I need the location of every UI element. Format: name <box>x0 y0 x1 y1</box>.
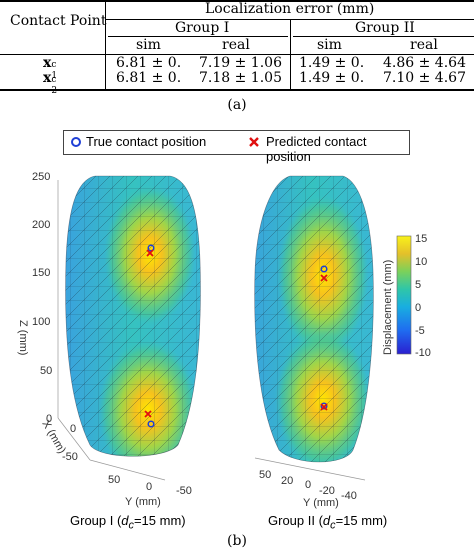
table-bottom-rule <box>0 89 474 91</box>
predicted-position-icon <box>249 137 259 147</box>
left-y-tick-50: 50 <box>108 474 120 486</box>
colorbar-tick-15: 15 <box>415 233 427 245</box>
row-1-g2-sim: 1.49 ± 0. <box>299 55 365 71</box>
row-2-label-base: x <box>43 70 52 86</box>
left-z-tick-100: 100 <box>32 316 50 328</box>
displacement-colorbar: 15 10 5 0 -5 -10 Displacement (mm) <box>382 233 431 359</box>
colorbar-label: Displacement (mm) <box>382 260 394 355</box>
right-panel-caption: Group II (dc=15 mm) <box>268 513 387 532</box>
colorbar-tick-10: 10 <box>415 256 427 268</box>
row-1-label-sub: 1 <box>51 71 58 81</box>
group1-underline <box>108 36 288 37</box>
left-z-tick-200: 200 <box>32 219 50 231</box>
row-1-label-sup: c <box>51 60 57 70</box>
header-localization-error: Localization error (mm) <box>205 1 375 17</box>
header-group-1: Group I <box>175 20 230 36</box>
right-body-outline <box>254 175 374 463</box>
header-underline <box>106 19 474 20</box>
caption-a: (a) <box>227 97 247 113</box>
group2-underline <box>293 36 474 37</box>
right-y-tick-neg20: -20 <box>319 485 335 497</box>
right-y-tick-neg40: -40 <box>341 490 357 502</box>
row-2-label-sup: c <box>51 75 57 85</box>
right-caption-var: d <box>322 513 331 528</box>
left-z-tick-250: 250 <box>32 171 50 183</box>
right-mesh-body <box>254 176 374 462</box>
left-caption-pre: Group I ( <box>70 513 122 528</box>
left-y-tick-0: 0 <box>146 481 152 493</box>
caption-b: (b) <box>227 533 247 549</box>
right-y-tick-20: 20 <box>281 475 293 487</box>
header-g1-real: real <box>222 37 250 53</box>
row-1-label-base: x <box>43 55 52 71</box>
right-y-label: Y (mm) <box>303 497 339 509</box>
right-caption-pre: Group II ( <box>268 513 323 528</box>
true-position-icon <box>71 137 81 147</box>
colorbar-tick-neg5: -5 <box>415 325 425 337</box>
left-body-outline <box>65 175 201 457</box>
left-panel-caption: Group I (dc=15 mm) <box>70 513 186 532</box>
colorbar-tick-neg10: -10 <box>415 347 431 359</box>
right-pred-marker-1 <box>320 274 328 282</box>
row-2-g2-sim: 1.49 ± 0. <box>299 70 365 86</box>
row-1-g1-sim: 6.81 ± 0. <box>116 55 182 71</box>
legend-pred-label: Predicted contact position <box>266 134 367 164</box>
left-y-tick-neg50: -50 <box>176 485 192 497</box>
row-2-label-sub: 2 <box>51 86 58 96</box>
table-vline-1 <box>105 0 106 90</box>
left-pred-marker-1 <box>146 249 154 257</box>
row-1-g1-real: 7.19 ± 1.06 <box>199 55 282 71</box>
left-caption-var: d <box>121 513 129 528</box>
left-true-marker-2 <box>147 420 155 428</box>
header-g2-real: real <box>410 37 438 53</box>
header-g1-sim: sim <box>136 37 161 53</box>
table-mid-rule <box>0 54 474 55</box>
right-y-tick-0: 0 <box>305 479 311 491</box>
colorbar-tick-5: 5 <box>415 279 421 291</box>
left-caption-post: =15 mm) <box>133 513 186 528</box>
colorbar-tick-0: 0 <box>415 302 421 314</box>
row-1-g2-real: 4.86 ± 4.64 <box>383 55 466 71</box>
left-z-tick-150: 150 <box>32 267 50 279</box>
left-caption-sub: c <box>128 519 134 532</box>
right-3d-plot: 50 20 0 -20 -40 Y (mm) <box>254 175 374 509</box>
row-2-g2-real: 7.10 ± 4.67 <box>383 70 466 86</box>
right-true-marker-2 <box>320 402 328 410</box>
left-z-tick-0: 0 <box>46 413 52 425</box>
header-group-2: Group II <box>355 20 415 36</box>
right-true-marker-1 <box>320 265 328 273</box>
row-2-g1-sim: 6.81 ± 0. <box>116 70 182 86</box>
left-x-label: X (mm) <box>39 419 67 456</box>
legend-true-label: True contact position <box>86 134 207 149</box>
right-y-axis <box>254 457 366 481</box>
right-caption-sub: c <box>330 519 336 532</box>
left-z-axis <box>57 180 166 481</box>
left-x-tick-0: 0 <box>70 423 76 435</box>
left-3d-plot: 250 200 150 100 50 0 Z (mm) 0 -50 X (mm)… <box>17 171 201 508</box>
table-vline-2 <box>290 20 291 90</box>
row-2-g1-real: 7.18 ± 1.05 <box>199 70 282 86</box>
left-z-tick-50: 50 <box>40 365 52 377</box>
right-y-tick-50: 50 <box>259 469 271 481</box>
right-caption-post: =15 mm) <box>335 513 388 528</box>
table-top-rule <box>0 0 474 2</box>
header-g2-sim: sim <box>317 37 342 53</box>
left-mesh-body <box>65 176 201 457</box>
right-pred-marker-2 <box>320 403 328 411</box>
left-y-label: Y (mm) <box>125 496 161 508</box>
left-x-tick-neg50: -50 <box>62 451 78 463</box>
left-z-label: Z (mm) <box>17 320 29 355</box>
figure-legend: True contact position Predicted contact … <box>63 130 410 164</box>
left-pred-marker-2 <box>144 410 152 418</box>
header-contact-point: Contact Point <box>10 13 107 29</box>
